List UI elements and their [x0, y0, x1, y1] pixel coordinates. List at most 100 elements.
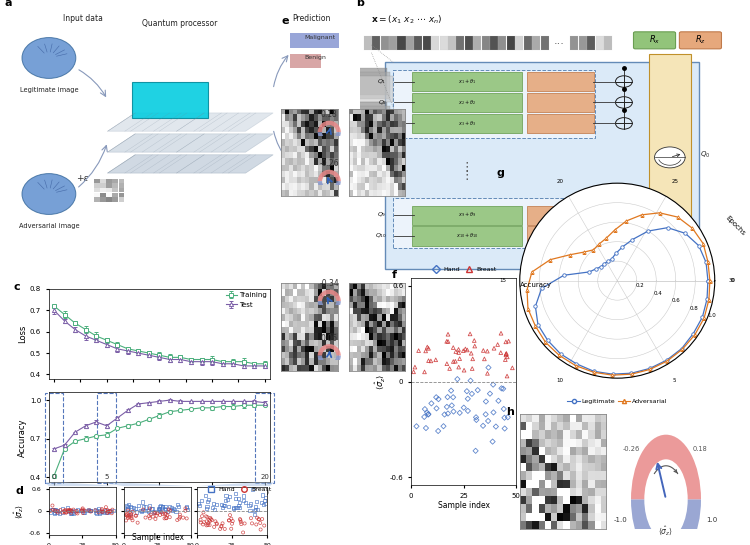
- Point: [68, 505, 80, 514]
- Point: [407, 367, 419, 376]
- Point: [445, 386, 457, 395]
- Text: Malignant: Malignant: [304, 165, 335, 171]
- Bar: [94, 179, 100, 183]
- Bar: [541, 36, 548, 50]
- Bar: [100, 193, 106, 197]
- Wedge shape: [318, 120, 340, 132]
- Point: [152, 509, 164, 518]
- Point: [122, 514, 134, 523]
- Point: [62, 506, 74, 514]
- Point: [447, 357, 459, 366]
- Point: [95, 506, 107, 514]
- Point: [247, 485, 259, 493]
- Point: [256, 514, 268, 523]
- FancyBboxPatch shape: [634, 32, 676, 49]
- Bar: [112, 183, 118, 187]
- Point: [223, 516, 235, 525]
- Point: [482, 369, 494, 378]
- Adversarial: [627, 371, 636, 378]
- Text: 1.0: 1.0: [706, 517, 717, 523]
- Point: [419, 413, 430, 421]
- Point: [154, 506, 166, 515]
- Point: [130, 511, 142, 520]
- Point: [74, 506, 86, 515]
- Point: [237, 496, 249, 505]
- Point: [166, 506, 178, 515]
- Point: [48, 509, 60, 518]
- Bar: [118, 193, 124, 197]
- Point: [94, 506, 106, 515]
- Point: [260, 499, 272, 508]
- Legitimate: [599, 261, 608, 267]
- Point: [209, 506, 220, 514]
- Point: [466, 354, 478, 363]
- Point: [197, 520, 209, 529]
- FancyBboxPatch shape: [352, 102, 387, 129]
- Point: [130, 507, 142, 516]
- Legitimate: [608, 256, 616, 262]
- Text: ⋮: ⋮: [460, 169, 473, 182]
- Legitimate: [704, 277, 712, 284]
- Adversarial: [546, 256, 555, 263]
- Point: [472, 386, 484, 395]
- Point: [413, 346, 424, 355]
- Bar: [106, 183, 112, 187]
- Wedge shape: [318, 169, 340, 181]
- Bar: [112, 179, 118, 183]
- Point: [47, 505, 59, 514]
- Adversarial: [646, 366, 655, 373]
- Point: [482, 347, 494, 355]
- Point: [182, 505, 194, 514]
- Legitimate: [677, 345, 686, 352]
- Bar: [448, 36, 456, 50]
- Legitimate: [556, 350, 565, 357]
- Bar: [94, 183, 100, 187]
- Text: -0.34: -0.34: [320, 279, 339, 288]
- Bar: [406, 36, 414, 50]
- Point: [179, 506, 191, 515]
- Legitimate: [560, 272, 568, 278]
- Point: [200, 492, 211, 500]
- Point: [253, 515, 265, 524]
- Y-axis label: Accuracy: Accuracy: [18, 418, 27, 457]
- Point: [124, 508, 136, 517]
- Point: [251, 520, 262, 529]
- Point: [92, 508, 104, 517]
- Y-axis label: $\langle\hat{\sigma}_z\rangle$: $\langle\hat{\sigma}_z\rangle$: [374, 373, 387, 390]
- Point: [59, 506, 71, 514]
- Legitimate: [618, 244, 627, 250]
- Point: [251, 513, 263, 522]
- Text: 0: 0: [52, 474, 56, 480]
- Adversarial: [699, 240, 708, 247]
- Point: [49, 506, 61, 515]
- Circle shape: [22, 38, 76, 78]
- FancyBboxPatch shape: [413, 205, 522, 225]
- Point: [430, 404, 442, 413]
- Point: [135, 507, 147, 516]
- Point: [458, 366, 470, 374]
- Point: [425, 399, 437, 408]
- Legitimate: [611, 250, 620, 257]
- Point: [442, 330, 454, 338]
- Point: [448, 407, 460, 416]
- Point: [65, 508, 77, 517]
- Bar: [372, 36, 380, 50]
- Y-axis label: $\langle\hat{\sigma}_z\rangle$: $\langle\hat{\sigma}_z\rangle$: [13, 504, 26, 519]
- Adversarial: [571, 362, 580, 369]
- Adversarial: [595, 241, 604, 247]
- Text: $Q_2$: $Q_2$: [377, 98, 387, 107]
- Point: [244, 500, 256, 508]
- Point: [196, 512, 208, 520]
- Point: [154, 507, 166, 516]
- Point: [230, 504, 242, 512]
- Point: [439, 410, 451, 419]
- Point: [454, 354, 466, 363]
- Adversarial: [678, 346, 687, 353]
- Wedge shape: [318, 301, 340, 313]
- Point: [425, 356, 437, 365]
- Point: [444, 364, 456, 373]
- Point: [94, 508, 106, 517]
- Point: [461, 346, 473, 354]
- Legitimate: [698, 314, 706, 320]
- Point: [70, 508, 82, 517]
